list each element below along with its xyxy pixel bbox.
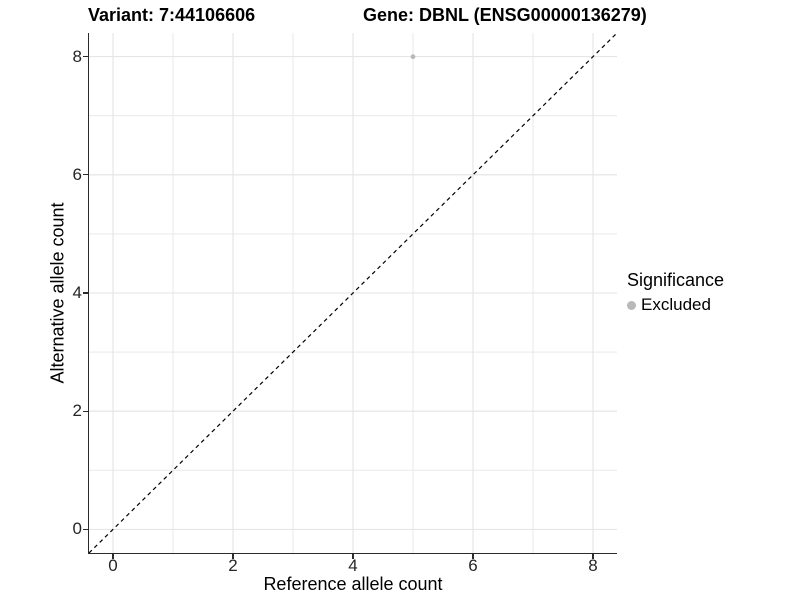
legend-swatch-excluded — [627, 300, 636, 310]
plot-canvas — [89, 33, 617, 553]
x-axis-line — [88, 552, 618, 554]
y-tick-label: 0 — [72, 519, 82, 539]
y-tick-mark — [83, 292, 88, 294]
x-tick-label: 2 — [228, 556, 238, 575]
x-tick-label: 8 — [588, 556, 598, 575]
plot-title-variant: Variant: 7:44106606 — [88, 5, 256, 25]
y-tick-mark — [83, 528, 88, 530]
legend-items: Excluded — [627, 295, 724, 315]
y-tick-label: 6 — [72, 164, 82, 184]
x-tick-label: 4 — [348, 556, 358, 575]
x-tick-label: 0 — [108, 556, 118, 575]
data-point-excluded — [410, 54, 416, 60]
y-tick-label: 2 — [72, 401, 82, 421]
y-tick-mark — [83, 410, 88, 412]
x-axis-title: Reference allele count — [263, 574, 443, 594]
plot-title-gene: Gene: DBNL (ENSG00000136279) — [363, 5, 647, 25]
y-axis-title: Alternative allele count — [47, 202, 68, 384]
y-tick-mark — [83, 174, 88, 176]
y-tick-label: 8 — [72, 46, 82, 66]
y-tick-label: 4 — [72, 283, 82, 302]
x-tick-mark — [232, 554, 234, 559]
y-axis-line — [88, 33, 90, 554]
x-tick-mark — [472, 554, 474, 559]
legend-item-label: Excluded — [641, 295, 711, 314]
x-tick-mark — [112, 554, 114, 559]
x-tick-mark — [352, 554, 354, 559]
legend-title: Significance — [627, 270, 725, 290]
plot-panel — [89, 33, 617, 553]
legend-item: Excluded — [627, 295, 724, 315]
identity-reference-line — [89, 33, 617, 553]
x-tick-mark — [592, 554, 594, 559]
legend: Significance Excluded — [627, 270, 724, 315]
y-tick-mark — [83, 56, 88, 58]
x-tick-label: 6 — [468, 556, 478, 575]
